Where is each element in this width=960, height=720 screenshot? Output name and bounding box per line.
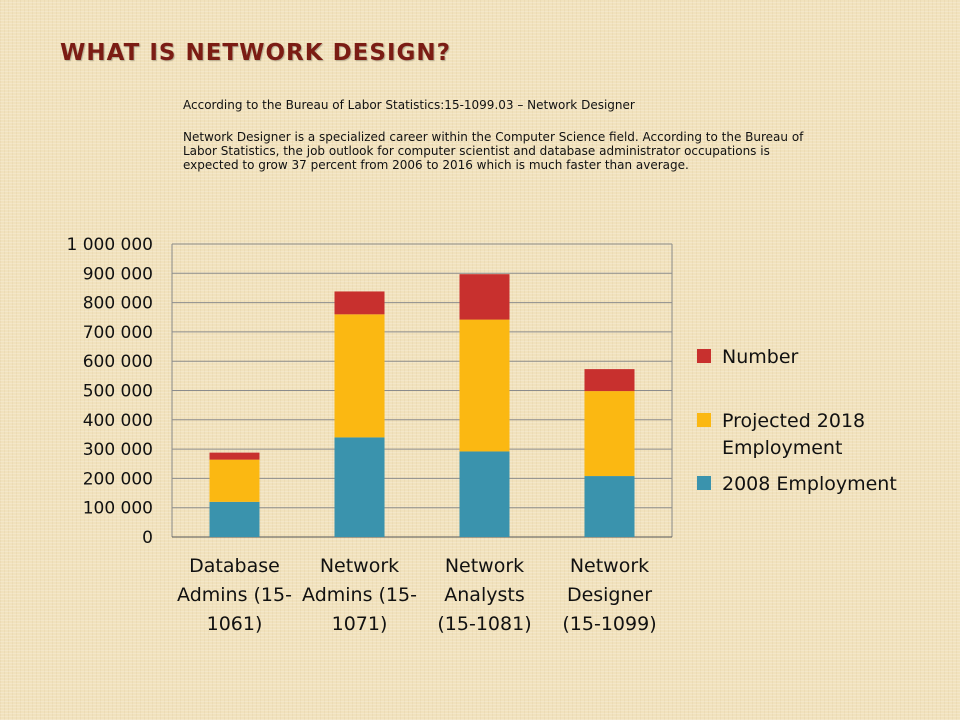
bar-segment [459, 319, 510, 452]
legend-label: Number [722, 346, 799, 368]
bar-segment [209, 459, 260, 502]
y-tick-label: 500 000 [83, 382, 153, 402]
bar-segment [209, 452, 260, 460]
x-category-label: 1061) [207, 613, 263, 635]
x-category-label: Designer [567, 584, 652, 606]
x-category-label: 1071) [332, 613, 388, 635]
x-category-label: Analysts [444, 584, 524, 606]
y-tick-label: 100 000 [83, 499, 153, 519]
intro-text: According to the Bureau of Labor Statist… [183, 98, 635, 112]
x-category-label: Admins (15- [302, 584, 417, 606]
y-tick-label: 300 000 [83, 440, 153, 460]
text-block: According to the Bureau of Labor Statist… [183, 98, 808, 172]
y-tick-label: 1 000 000 [66, 235, 153, 255]
bar-segment [334, 314, 385, 438]
x-category-label: Network [570, 555, 649, 577]
y-tick-label: 900 000 [83, 264, 153, 284]
legend-label: Projected 2018 [722, 410, 865, 432]
x-category-label: (15-1081) [437, 613, 531, 635]
bar-segment [459, 274, 510, 320]
y-tick-label: 0 [142, 528, 153, 548]
bar-segment [584, 369, 635, 392]
bar-segment [334, 437, 385, 537]
legend-label: 2008 Employment [722, 473, 897, 495]
bar-segment [584, 476, 635, 537]
y-tick-label: 400 000 [83, 411, 153, 431]
legend-swatch [697, 413, 711, 427]
legend-swatch [697, 349, 711, 363]
bar-segment [584, 391, 635, 477]
x-category-label: (15-1099) [562, 613, 656, 635]
bar-segment [334, 291, 385, 315]
x-category-label: Network [445, 555, 524, 577]
slide-title: WHAT IS NETWORK DESIGN? [60, 40, 451, 66]
x-category-label: Database [189, 555, 280, 577]
legend-label: Employment [722, 437, 842, 459]
x-category-label: Admins (15- [177, 584, 292, 606]
legend-swatch [697, 476, 711, 490]
x-category-label: Network [320, 555, 399, 577]
y-tick-label: 200 000 [83, 469, 153, 489]
y-tick-label: 800 000 [83, 294, 153, 314]
y-tick-label: 700 000 [83, 323, 153, 343]
y-tick-label: 600 000 [83, 352, 153, 372]
bar-segment [459, 451, 510, 537]
bar-segment [209, 501, 260, 537]
description-paragraph: Network Designer is a specialized career… [183, 130, 804, 172]
